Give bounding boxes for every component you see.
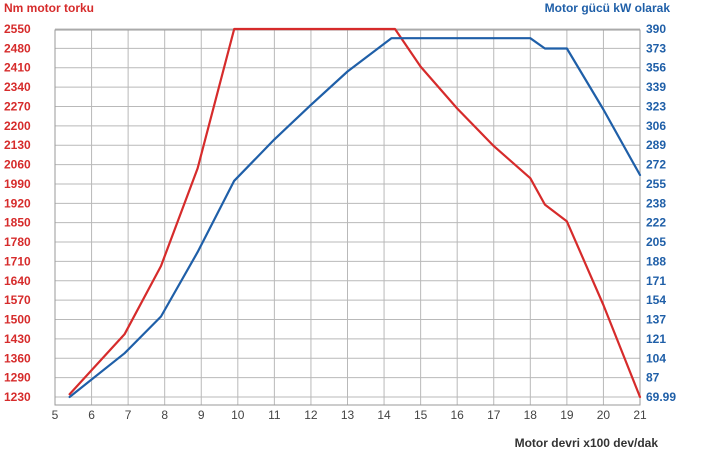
right-tick-label: 238 <box>646 196 666 210</box>
x-axis-ticks: 5 6 7 8 9 10 11 12 13 14 15 16 17 18 19 20 21 <box>52 408 647 422</box>
x-tick-label: 10 <box>231 408 245 422</box>
left-tick-label: 1570 <box>4 293 31 307</box>
right-tick-label: 390 <box>646 22 666 36</box>
left-tick-label: 2130 <box>4 138 31 152</box>
right-tick-label: 104 <box>646 351 666 365</box>
torque-line <box>68 27 642 399</box>
right-tick-label: 339 <box>646 80 666 94</box>
left-tick-label: 1290 <box>4 371 31 385</box>
right-axis-ticks: 390 373 356 339 323 306 289 272 255 238 222 205 188 1… <box>646 22 676 404</box>
left-tick-label: 1500 <box>4 313 31 327</box>
right-tick-label: 323 <box>646 99 666 113</box>
right-tick-label: 222 <box>646 216 666 230</box>
right-tick-label: 188 <box>646 254 666 268</box>
x-tick-label: 15 <box>414 408 428 422</box>
x-tick-label: 7 <box>125 408 132 422</box>
grid <box>54 28 641 405</box>
left-tick-label: 2060 <box>4 158 31 172</box>
left-axis-ticks: 2550 2480 2410 2340 2270 2200 2130 2060 1990 1920… <box>4 22 31 404</box>
x-tick-label: 9 <box>198 408 205 422</box>
right-tick-label: 289 <box>646 138 666 152</box>
x-tick-label: 13 <box>341 408 355 422</box>
x-tick-label: 18 <box>524 408 538 422</box>
left-tick-label: 2410 <box>4 61 31 75</box>
right-tick-label: 69.99 <box>646 390 676 404</box>
right-tick-label: 306 <box>646 119 666 133</box>
x-tick-label: 20 <box>597 408 611 422</box>
right-tick-label: 373 <box>646 41 666 55</box>
right-axis-title: Motor gücü kW olarak <box>545 1 671 15</box>
x-tick-label: 8 <box>161 408 168 422</box>
right-tick-label: 171 <box>646 274 666 288</box>
right-tick-label: 137 <box>646 313 666 327</box>
left-tick-label: 2550 <box>4 22 31 36</box>
right-tick-label: 272 <box>646 158 666 172</box>
x-tick-label: 12 <box>304 408 318 422</box>
right-tick-label: 87 <box>646 371 660 385</box>
left-tick-label: 1710 <box>4 254 31 268</box>
left-tick-label: 1640 <box>4 274 31 288</box>
x-tick-label: 16 <box>451 408 465 422</box>
left-tick-label: 2200 <box>4 119 31 133</box>
left-tick-label: 1990 <box>4 177 31 191</box>
left-tick-label: 1430 <box>4 332 31 346</box>
right-tick-label: 255 <box>646 177 666 191</box>
left-tick-label: 1780 <box>4 235 31 249</box>
left-tick-label: 1230 <box>4 390 31 404</box>
left-axis-title: Nm motor torku <box>4 1 94 15</box>
left-tick-label: 1920 <box>4 196 31 210</box>
x-axis-title: Motor devri x100 dev/dak <box>515 436 659 450</box>
left-tick-label: 1850 <box>4 216 31 230</box>
series-lines <box>68 27 642 399</box>
x-tick-label: 11 <box>268 408 281 422</box>
x-tick-label: 5 <box>52 408 59 422</box>
left-tick-label: 2480 <box>4 41 31 55</box>
power-line <box>68 37 642 399</box>
right-tick-label: 205 <box>646 235 666 249</box>
x-tick-label: 21 <box>633 408 647 422</box>
right-tick-label: 356 <box>646 61 666 75</box>
left-tick-label: 2270 <box>4 99 31 113</box>
x-tick-label: 6 <box>88 408 95 422</box>
left-tick-label: 2340 <box>4 80 31 94</box>
right-tick-label: 121 <box>646 332 666 346</box>
right-tick-label: 154 <box>646 293 666 307</box>
left-tick-label: 1360 <box>4 351 31 365</box>
x-tick-label: 19 <box>560 408 574 422</box>
x-tick-label: 17 <box>487 408 501 422</box>
x-tick-label: 14 <box>377 408 391 422</box>
